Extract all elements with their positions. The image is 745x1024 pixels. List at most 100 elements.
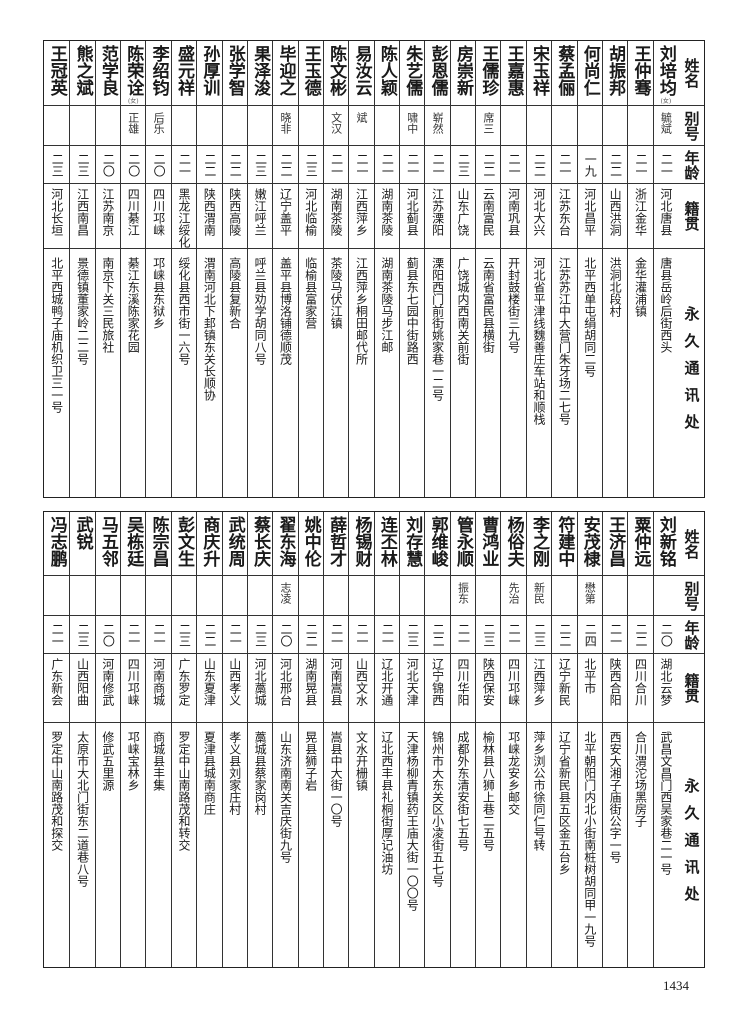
- name-wrap: 李之刚: [529, 516, 549, 567]
- alias-cell-text: 崭然: [431, 112, 445, 134]
- age-cell: 二二: [221, 146, 247, 184]
- alias-cell-text: 懋第: [583, 582, 597, 604]
- address-cell: 金华灌浦镇: [627, 249, 652, 497]
- origin-cell: 湖南茶陵: [322, 184, 349, 249]
- person-name: 彭恩儒: [427, 45, 448, 96]
- name-cell: 符建中: [551, 512, 577, 576]
- alias-cell: [525, 106, 552, 146]
- origin-cell: 山东夏津: [196, 654, 222, 723]
- header-age: 年龄: [678, 146, 704, 184]
- origin-cell-text: 湖南晃县: [303, 658, 318, 706]
- name-wrap: 刘新铭: [656, 516, 676, 567]
- age-cell-text: 二四: [583, 622, 598, 647]
- person-name: 王儒珍: [478, 45, 499, 96]
- origin-cell-text: 四川綦江: [126, 188, 141, 236]
- alias-cell: [601, 576, 628, 616]
- person-name: 武锐: [72, 516, 93, 550]
- age-cell: 二三: [69, 146, 95, 184]
- name-cell: 连丕林: [373, 512, 400, 576]
- name-cell: 李绍钧: [145, 41, 171, 106]
- alias-cell: [44, 576, 70, 616]
- age-cell-text: 二一: [380, 622, 395, 647]
- origin-cell: 河北邢台: [272, 654, 298, 723]
- age-cell-text: 二一: [456, 622, 471, 647]
- origin-cell: 河南嵩县: [322, 654, 349, 723]
- age-cell-text: 二二: [202, 622, 217, 647]
- address-cell: 唐县岳岭后街西头: [652, 249, 678, 497]
- address-cell-text: 锦州市大东关区小凌街五七号: [430, 731, 445, 887]
- alias-cell: 懋第: [576, 576, 602, 616]
- name-wrap: 杨俗夫: [504, 516, 524, 567]
- origin-cell: 山东广饶: [449, 184, 476, 249]
- name-wrap: 王冠英: [47, 45, 67, 96]
- address-cell: 临榆县富家营: [297, 249, 323, 497]
- address-cell: 邛崃龙安乡邮交: [500, 723, 525, 967]
- header-name-text: 姓名: [682, 528, 701, 559]
- alias-cell: [373, 576, 400, 616]
- origin-cell: 河南修武: [94, 654, 121, 723]
- age-cell-text: 二一: [50, 622, 65, 647]
- origin-cell-text: 山东广饶: [455, 188, 470, 236]
- name-wrap: 陈人颖: [377, 45, 397, 96]
- address-cell: 溧阳西门前街姚家巷一二号: [424, 249, 449, 497]
- alias-cell-text: 后乐: [152, 112, 166, 134]
- address-cell: 夏津县城南商庄: [196, 723, 221, 967]
- age-cell-text: 二一: [329, 622, 344, 647]
- origin-cell-text: 陕西渭南: [202, 188, 217, 236]
- age-cell-text: 一九: [583, 152, 598, 177]
- name-wrap: 连丕林: [377, 516, 397, 567]
- alias-cell-text: 席三: [481, 112, 495, 134]
- roster-table-top: 姓名 刘培均 (女) 王仲骞 胡振邦 何尚仁 蔡孟俪 宋玉祥 王嘉惠 王儒珍 房崇新 彭恩儒 朱艺儒 陈人…: [43, 40, 705, 498]
- name-cell: 管永顺: [449, 512, 476, 576]
- age-cell-text: 二二: [431, 622, 446, 647]
- origin-cell: 山西文水: [348, 654, 374, 723]
- origin-cell-text: 河南商城: [151, 658, 166, 706]
- name-wrap: 姚中伦: [301, 516, 321, 567]
- origin-cell: 四川邛崃: [145, 184, 171, 249]
- origin-cell-text: 云南富民: [481, 188, 496, 236]
- name-wrap: 陈宗昌: [149, 516, 169, 567]
- origin-cell-text: 广东罗定: [177, 658, 191, 706]
- age-cell: 二二: [475, 146, 501, 184]
- name-wrap: 刘培均 (女): [656, 45, 676, 105]
- address-cell-text: 合川渭沱场黑房子: [633, 731, 648, 827]
- age-cell-text: 二一: [405, 152, 420, 177]
- alias-cell: [297, 576, 323, 616]
- name-wrap: 王仲骞: [630, 45, 650, 96]
- header-alias: 别号: [678, 576, 704, 616]
- age-cell-text: 二〇: [659, 622, 674, 647]
- address-cell: 北平朝阳门内北小街南桩树胡同甲一九号: [576, 723, 602, 967]
- name-wrap: 李绍钧: [149, 45, 169, 96]
- age-cell: 二一: [500, 146, 526, 184]
- header-alias-text: 别号: [682, 580, 701, 611]
- person-name: 王仲骞: [630, 45, 651, 96]
- person-name: 杨俗夫: [503, 516, 524, 567]
- person-name: 管永顺: [452, 516, 473, 567]
- person-name: 薛哲才: [326, 516, 347, 567]
- origin-cell: 云南富民: [475, 184, 501, 249]
- name-cell: 刘培均 (女): [652, 41, 678, 106]
- origin-cell-text: 河北昌平: [582, 188, 597, 236]
- name-wrap: 刘存慧: [402, 516, 422, 567]
- address-cell-text: 山东济南南关吉庆街九号: [278, 731, 293, 863]
- age-cell: 二一: [348, 616, 374, 654]
- origin-cell-text: 河北藁城: [253, 658, 268, 706]
- name-cell: 杨俗夫: [500, 512, 526, 576]
- origin-cell-text: 河北邢台: [278, 658, 293, 706]
- address-cell-text: 辽北西丰县礼桐街厚记油坊: [379, 731, 394, 875]
- name-cell: 陈宗昌: [145, 512, 171, 576]
- header-origin-text: 籍贯: [682, 201, 701, 231]
- alias-cell: [170, 576, 197, 616]
- name-wrap: 熊之斌: [73, 45, 93, 96]
- header-origin-text: 籍贯: [682, 673, 701, 703]
- origin-cell-text: 河北大兴: [532, 188, 547, 236]
- origin-cell: 江苏南京: [94, 184, 121, 249]
- origin-cell: 湖北云梦: [652, 654, 678, 723]
- origin-cell: 辽宁盖平: [272, 184, 298, 249]
- name-wrap: 武锐: [73, 516, 93, 550]
- name-wrap: 管永顺: [453, 516, 473, 567]
- address-cell: 嵩县中大街一〇号: [322, 723, 348, 967]
- age-cell: 二〇: [145, 146, 171, 184]
- alias-cell-text: 毓斌: [659, 112, 673, 134]
- name-wrap: 安茂棣: [580, 516, 600, 567]
